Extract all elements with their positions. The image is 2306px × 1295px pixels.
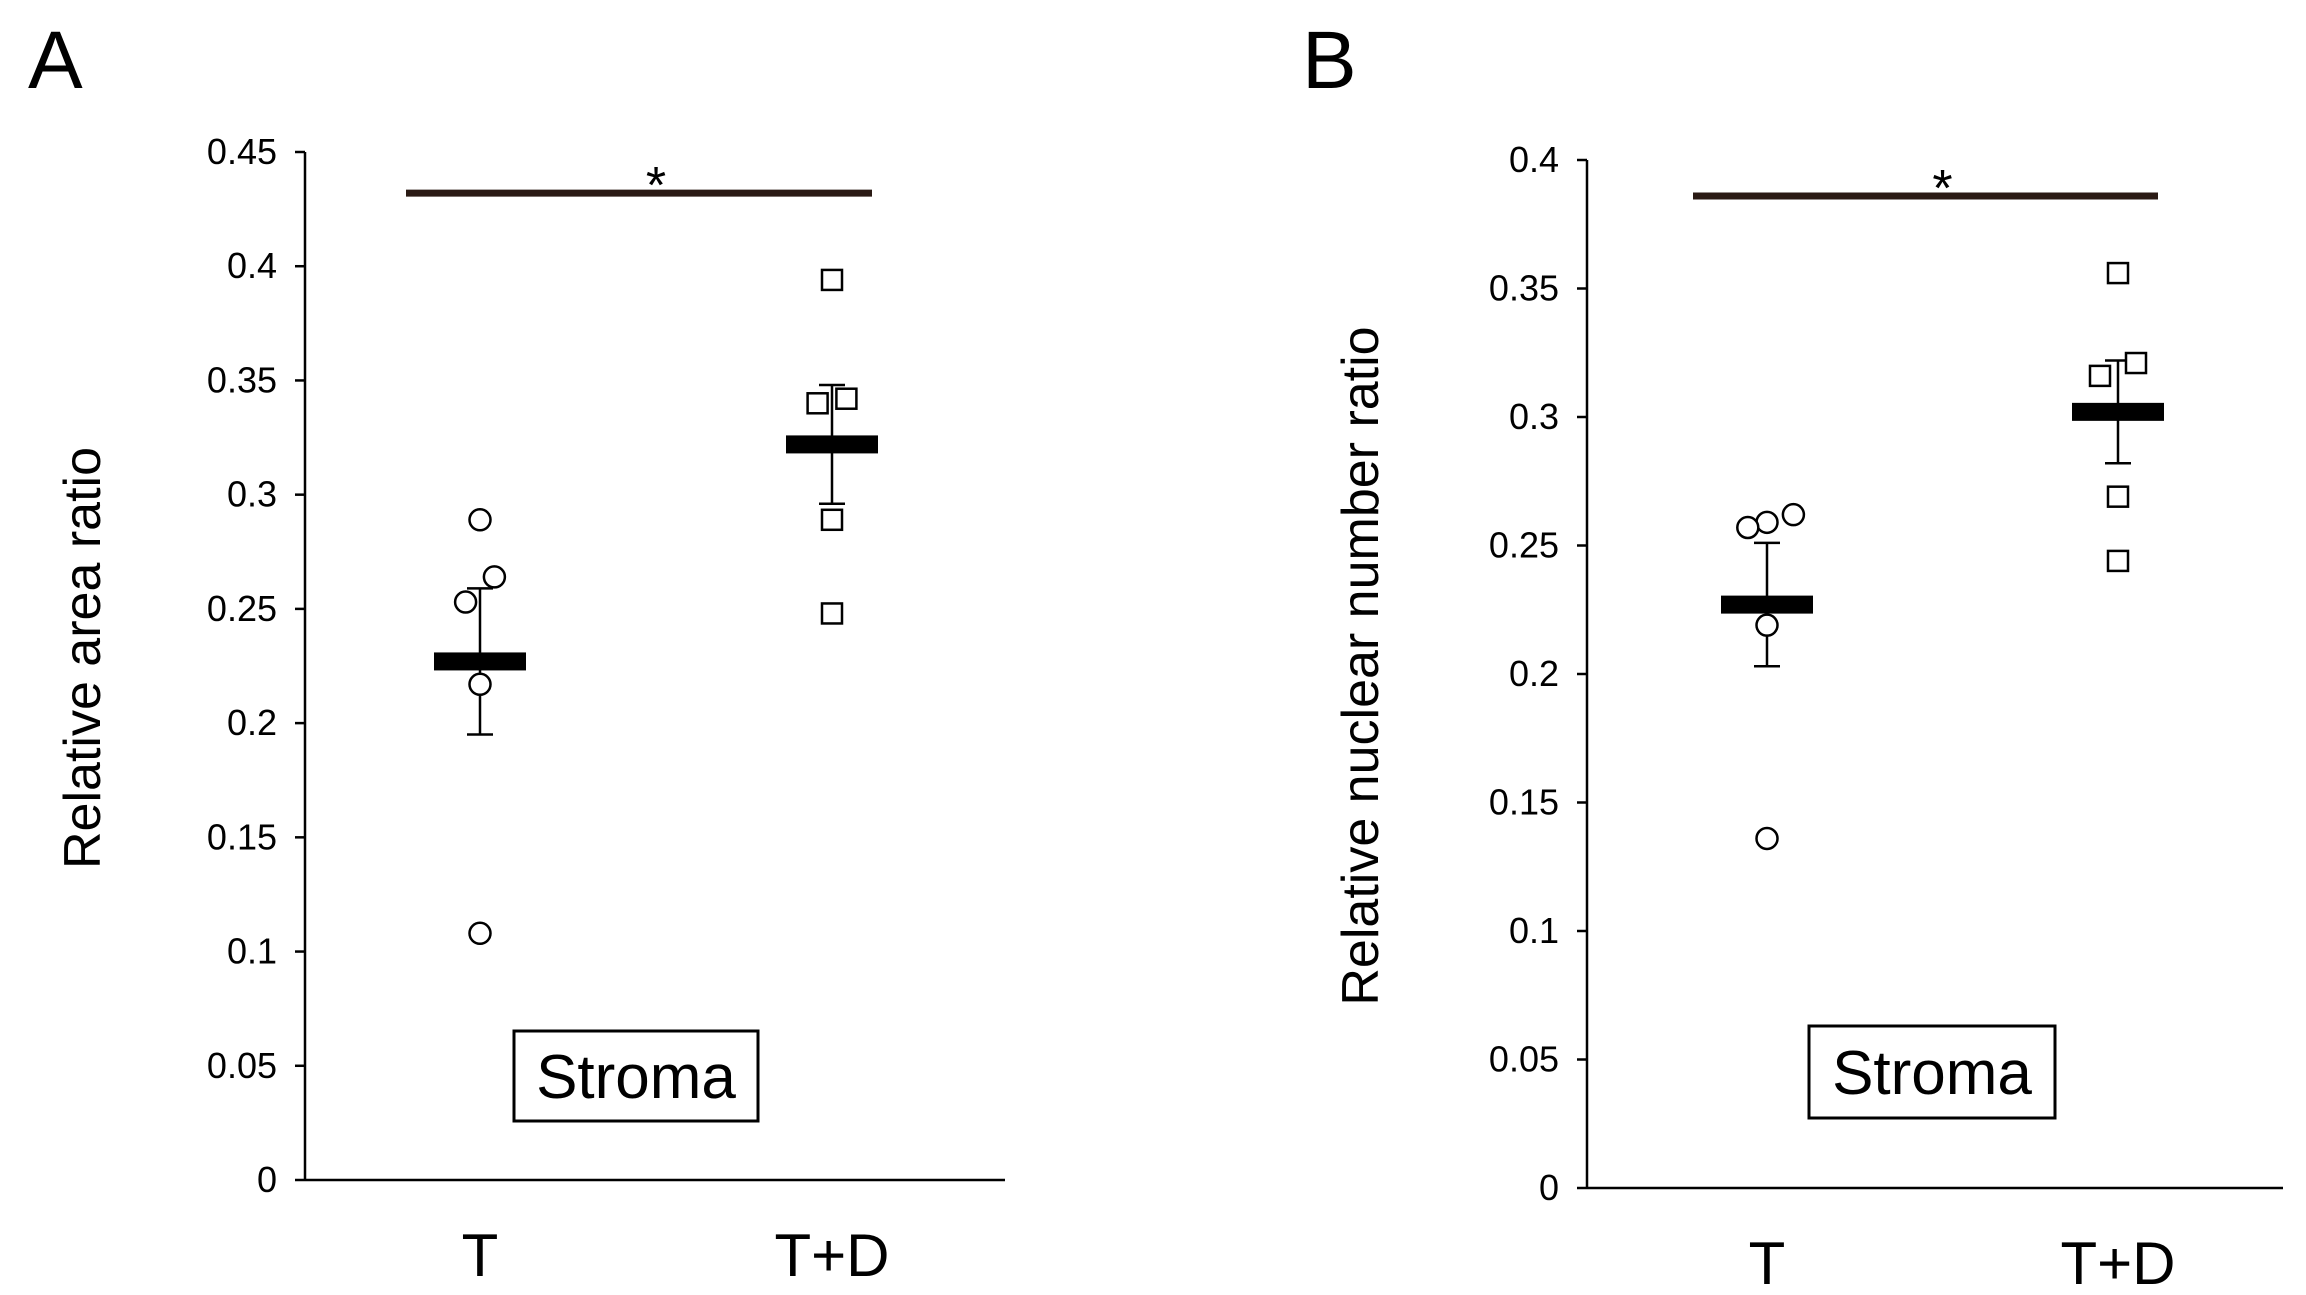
group-t [1721, 502, 1813, 851]
data-point-square [820, 268, 844, 292]
data-point-square [2106, 549, 2130, 573]
y-tick-label: 0 [257, 1159, 277, 1200]
y-axis-title: Relative area ratio [54, 447, 112, 869]
data-point-circle [1755, 613, 1779, 637]
x-category-label: T [462, 1222, 499, 1289]
y-tick-label: 0 [1539, 1167, 1559, 1208]
data-point-circle [1755, 510, 1779, 535]
data-point-square [2124, 351, 2148, 375]
y-tick-label: 0.15 [1489, 782, 1559, 823]
data-point-circle [468, 508, 492, 532]
x-category-label: T+D [2060, 1230, 2175, 1295]
y-tick-label: 0.3 [227, 474, 277, 515]
panel-letter: A [28, 15, 83, 106]
mean-bar [786, 435, 878, 454]
significance-star: * [646, 157, 666, 215]
data-point-circle [1755, 826, 1779, 851]
mean-bar [2072, 402, 2164, 421]
data-point-circle [482, 565, 507, 589]
data-point-square [806, 392, 829, 415]
y-tick-label: 0.25 [1489, 525, 1559, 566]
data-point-square [2088, 364, 2112, 388]
y-tick-label: 0.1 [1509, 910, 1559, 951]
y-tick-label: 0.1 [227, 931, 277, 972]
data-point-square [820, 508, 844, 532]
data-point-circle [1781, 502, 1806, 527]
annotation-label: Stroma [1832, 1039, 2032, 1108]
mean-bar [434, 652, 526, 671]
data-point-circle [468, 672, 492, 697]
y-tick-label: 0.4 [227, 245, 277, 286]
significance-star: * [1932, 160, 1952, 218]
x-category-label: T [1749, 1230, 1786, 1295]
y-tick-label: 0.2 [1509, 653, 1559, 694]
data-point-circle [468, 921, 492, 946]
data-point-square [820, 602, 844, 625]
data-point-square [835, 387, 858, 410]
y-tick-label: 0.4 [1509, 139, 1559, 180]
panel-letter: B [1302, 15, 1357, 106]
y-tick-label: 0.35 [207, 359, 277, 400]
y-tick-label: 0.15 [207, 816, 277, 857]
data-point-square [2106, 261, 2130, 285]
y-tick-label: 0.3 [1509, 396, 1559, 437]
data-point-circle [1736, 515, 1760, 540]
y-axis-title: Relative nuclear number ratio [1332, 326, 1390, 1005]
x-category-label: T+D [774, 1222, 889, 1289]
y-tick-label: 0.35 [1489, 268, 1559, 309]
y-tick-label: 0.25 [207, 588, 277, 629]
chart-panel-b: B 0 0.05 0.1 0.15 0.2 0.25 0.3 0.35 0.4 Relative n… [1302, 15, 2283, 1295]
data-point-square [2106, 485, 2130, 508]
y-tick-label: 0.2 [227, 702, 277, 743]
group-t-plus-d [786, 268, 878, 625]
annotation-box [512, 1029, 760, 1123]
mean-bar [1721, 595, 1813, 614]
annotation-label: Stroma [536, 1043, 736, 1112]
y-tick-label: 0.45 [207, 131, 277, 172]
data-point-circle [453, 590, 478, 614]
annotation-box [1807, 1024, 2057, 1120]
chart-panel-a: A 0 0.05 0.1 0.15 0.2 0.25 0.3 0.35 0.4 0.45 Relati… [28, 15, 1005, 1289]
group-t [434, 508, 526, 946]
y-tick-label: 0.05 [207, 1045, 277, 1086]
group-t-plus-d [2072, 261, 2164, 573]
y-tick-label: 0.05 [1489, 1039, 1559, 1080]
